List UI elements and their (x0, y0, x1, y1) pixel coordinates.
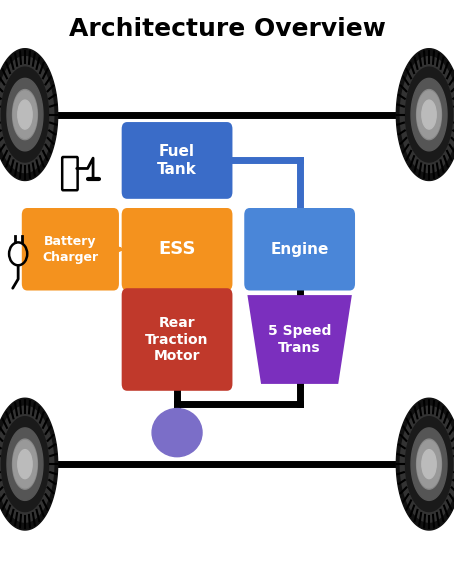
Text: Battery
Charger: Battery Charger (42, 235, 99, 264)
Polygon shape (417, 439, 441, 489)
Polygon shape (13, 89, 37, 140)
Polygon shape (7, 79, 43, 151)
Polygon shape (247, 295, 352, 384)
FancyBboxPatch shape (22, 208, 119, 291)
Ellipse shape (417, 441, 441, 488)
Polygon shape (405, 67, 453, 162)
Ellipse shape (13, 441, 37, 488)
FancyBboxPatch shape (122, 122, 232, 199)
Text: ESS: ESS (158, 240, 196, 258)
Text: Rear
Traction
Motor: Rear Traction Motor (145, 316, 209, 363)
Ellipse shape (18, 100, 32, 129)
Polygon shape (0, 398, 58, 530)
Text: Engine: Engine (271, 242, 329, 257)
Polygon shape (411, 428, 447, 500)
Polygon shape (396, 398, 454, 530)
Ellipse shape (13, 91, 37, 138)
Text: 5 Speed
Trans: 5 Speed Trans (268, 324, 331, 355)
Text: Fuel
Tank: Fuel Tank (157, 144, 197, 177)
Polygon shape (13, 439, 37, 489)
Polygon shape (1, 417, 49, 512)
Polygon shape (400, 406, 454, 522)
Polygon shape (417, 89, 441, 140)
FancyBboxPatch shape (122, 208, 232, 291)
Ellipse shape (422, 100, 436, 129)
Ellipse shape (152, 409, 202, 457)
Polygon shape (396, 49, 454, 180)
Polygon shape (0, 57, 54, 172)
Polygon shape (0, 49, 58, 180)
FancyBboxPatch shape (244, 208, 355, 291)
Polygon shape (400, 57, 454, 172)
FancyBboxPatch shape (122, 288, 232, 391)
Polygon shape (1, 67, 49, 162)
Polygon shape (411, 79, 447, 151)
Polygon shape (405, 417, 453, 512)
Text: Architecture Overview: Architecture Overview (69, 17, 385, 41)
Ellipse shape (18, 450, 32, 478)
Ellipse shape (417, 91, 441, 138)
Polygon shape (7, 428, 43, 500)
Ellipse shape (422, 450, 436, 478)
Polygon shape (0, 406, 54, 522)
